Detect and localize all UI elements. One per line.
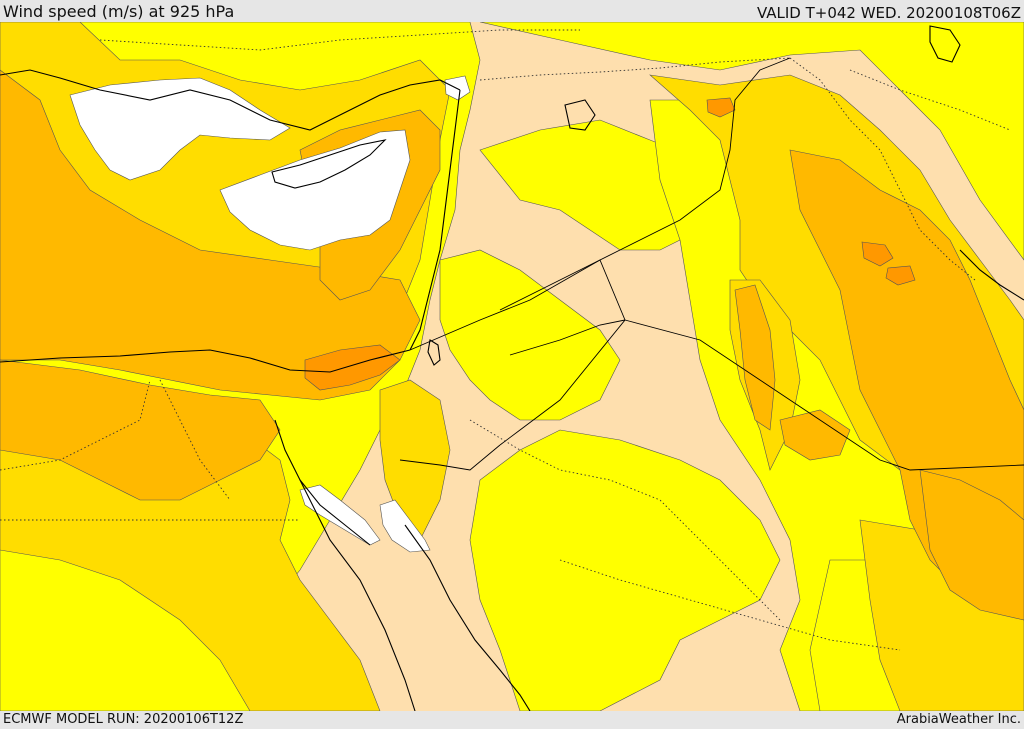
gulf-coast	[959, 249, 1024, 301]
egypt-libya-border	[0, 379, 151, 471]
red-sea-west-coast	[299, 479, 416, 711]
aegean-calm-zone	[69, 77, 291, 181]
saudi-yellow-zone	[469, 429, 781, 711]
calm-wind-zones	[69, 75, 471, 553]
iraq-very-strong-patch	[861, 241, 894, 267]
aqaba-calm-zone	[379, 499, 431, 553]
syria-turkey-border	[479, 57, 791, 81]
map-title: Wind speed (m/s) at 925 hPa	[3, 2, 235, 21]
turkey-south-coast	[0, 69, 461, 131]
jordan-yellow-zone	[439, 249, 621, 421]
saudi-internal-border	[469, 419, 781, 621]
very-strong-wind-zones	[304, 97, 916, 391]
med-strong-zone	[0, 69, 421, 401]
model-run-label: ECMWF MODEL RUN: 20200106T12Z	[3, 712, 244, 727]
levant-coast	[409, 89, 461, 351]
iraq-syria-border	[499, 57, 791, 311]
jordan-saudi-border	[409, 259, 626, 446]
iraq-strong-ribbon	[734, 284, 776, 431]
lake-van-outline	[564, 99, 596, 131]
syria-very-strong-patch	[706, 97, 736, 118]
central-strong-patch	[779, 409, 851, 461]
valid-time-label: VALID T+042 WED. 20200108T06Z	[756, 4, 1021, 22]
dead-sea-calm-patch	[444, 75, 471, 101]
red-sea-calm-zone	[299, 484, 381, 546]
sinai-fresh-zone	[379, 379, 451, 541]
red-sea-east-coast	[404, 524, 531, 711]
egypt-strong-zone	[0, 359, 281, 501]
turkey-internal-border	[99, 29, 580, 51]
iran-internal-border	[849, 69, 1011, 131]
cyprus-outline	[271, 139, 387, 189]
map-header: Wind speed (m/s) at 925 hPa VALID T+042 …	[0, 0, 1024, 22]
sinai-west-coast	[274, 419, 371, 546]
dead-sea-outline	[427, 339, 441, 366]
north-iraq-yellow-zone	[479, 22, 1024, 261]
country-borders	[0, 29, 1011, 651]
jordan-iraq-border	[509, 319, 626, 356]
egypt-north-coast	[0, 349, 411, 373]
iraq-very-strong-patch-2	[885, 265, 916, 286]
map-canvas	[0, 22, 1024, 711]
coast-very-strong-patch	[304, 344, 401, 391]
iraq-saudi-border	[624, 319, 1024, 471]
credit-label: ArabiaWeather Inc.	[896, 712, 1021, 727]
sinai-border	[399, 444, 501, 471]
gulf-strong-zone	[919, 469, 1024, 621]
caspian-outline	[929, 25, 961, 63]
wind-speed-map[interactable]	[0, 22, 1024, 711]
coastlines	[0, 25, 1024, 711]
saudi-yemen-border	[559, 559, 901, 651]
solid-borders	[399, 57, 1024, 471]
map-footer: ECMWF MODEL RUN: 20200106T12Z ArabiaWeat…	[0, 711, 1024, 729]
